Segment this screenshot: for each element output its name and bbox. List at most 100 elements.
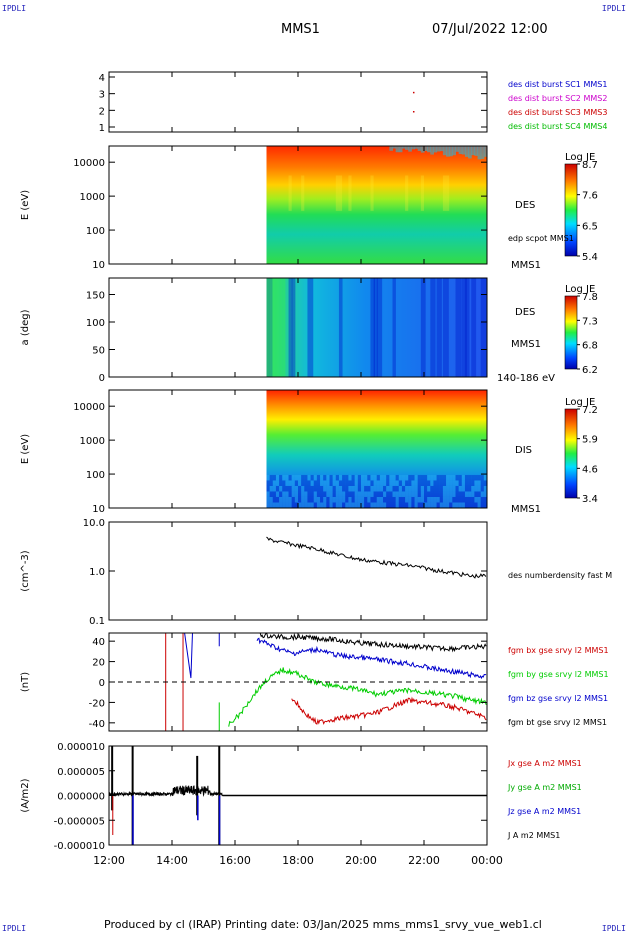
dis-energy-ylabel: E (eV): [20, 434, 31, 464]
des-pitch-colorbar-title: Log JE: [565, 284, 595, 295]
dis-energy-cell-0-5: [266, 502, 270, 508]
dis-energy-cell-62-2: [461, 485, 465, 492]
dis-energy-cell-2-1: [272, 480, 276, 486]
dis-energy-cell-4-2: [279, 485, 283, 492]
dis-energy-cell-22-1: [335, 480, 339, 486]
dis-energy-cell-25-1: [345, 480, 349, 486]
dis-energy-cell-48-1: [417, 480, 421, 486]
dis-energy-cell-52-5: [430, 502, 434, 508]
footer-credits: Produced by cl (IRAP) Printing date: 03/…: [104, 918, 542, 931]
bfield-y-label-3: 20: [92, 658, 105, 669]
dis-energy-cell-58-2: [449, 485, 453, 492]
dis-energy-cell-67-1: [477, 480, 481, 486]
dis-energy-cell-12-4: [304, 496, 308, 503]
dis-energy-cell-7-1: [288, 480, 292, 486]
dis-energy-cell-33-2: [370, 485, 374, 492]
dis-energy-cell-42-0: [398, 474, 402, 481]
dis-energy-cell-35-3: [376, 491, 380, 497]
dis-energy-cell-22-3: [335, 491, 339, 497]
dis-energy-cell-54-0: [436, 474, 440, 481]
des-pitch-streak-63: [464, 278, 470, 377]
dis-energy-cell-48-5: [417, 502, 421, 508]
dis-energy-cell-50-5: [424, 502, 428, 508]
burst-y-label-3: 4: [99, 73, 105, 84]
corner-label-top-left: IPDLI: [2, 4, 27, 13]
dis-energy-cell-23-5: [338, 502, 343, 508]
dis-energy-cell-27-2: [351, 485, 355, 492]
dis-energy-cell-13-1: [307, 480, 311, 486]
des-energy-y-label-0: 10: [92, 260, 105, 271]
dis-energy-cell-43-2: [401, 485, 406, 492]
dis-energy-cell-41-5: [395, 502, 399, 508]
dis-energy-cell-7-4: [288, 496, 292, 503]
dis-energy-cell-63-4: [464, 496, 469, 503]
dis-energy-cell-53-0: [433, 474, 437, 481]
des-pitch-streak-65: [471, 278, 477, 377]
dis-energy-cell-17-3: [320, 491, 324, 497]
dis-energy-cell-0-3: [266, 491, 270, 497]
dis-energy-cell-11-5: [301, 502, 305, 508]
dis-energy-cell-28-3: [354, 491, 358, 497]
dis-energy-cell-55-5: [439, 502, 443, 508]
dis-energy-cell-36-2: [379, 485, 384, 492]
dis-energy-cell-53-3: [433, 491, 437, 497]
des-pitch-y-label-1: 50: [92, 346, 105, 357]
dis-energy-cell-23-1: [338, 480, 343, 486]
des-energy-cell-49: [420, 146, 425, 153]
dis-energy-cell-41-1: [395, 480, 399, 486]
spacecraft-title: MMS1: [281, 22, 320, 37]
dis-energy-cell-24-1: [342, 480, 346, 486]
des-energy-colorbar-title: Log JE: [565, 152, 595, 163]
dis-energy-cell-1-0: [269, 474, 273, 481]
dis-energy-cell-56-4: [442, 496, 447, 503]
des-energy-colorbar-label-0: 8.7: [582, 160, 598, 171]
des-pitch-colorbar: [564, 295, 578, 370]
dis-energy-colorbar-title: Log JE: [565, 397, 595, 408]
dis-energy-cell-32-3: [367, 491, 371, 497]
dis-energy-cell-45-0: [408, 474, 412, 481]
dis-energy-cell-38-1: [386, 480, 390, 486]
dis-energy-cell-47-3: [414, 491, 418, 497]
dis-energy-cell-8-4: [291, 496, 295, 503]
des-pitch-streak-56: [442, 278, 449, 377]
dis-energy-cell-36-4: [379, 496, 384, 503]
dis-energy-y-label-0: 10: [92, 504, 105, 515]
dis-energy-cell-47-4: [414, 496, 418, 503]
current-legend-1: Jy gse A m2 MMS1: [507, 783, 582, 792]
dis-energy-cell-57-0: [446, 474, 450, 481]
dis-energy-cell-46-0: [411, 474, 415, 481]
dis-energy-cell-36-1: [379, 480, 384, 486]
dis-energy-cell-29-1: [357, 480, 361, 486]
dis-energy-cell-45-4: [408, 496, 412, 503]
dis-energy-cell-29-0: [357, 474, 361, 481]
dis-energy-cell-35-1: [376, 480, 380, 486]
dis-energy-cell-69-0: [483, 474, 487, 481]
burst-legend-3: des dist burst SC3 MMS3: [508, 108, 607, 117]
dis-energy-cell-33-3: [370, 491, 374, 497]
dis-energy-cell-44-3: [405, 491, 409, 497]
dis-energy-colorbar: [564, 408, 578, 499]
dis-energy-cell-59-0: [452, 474, 456, 481]
dis-energy-cell-50-3: [424, 491, 428, 497]
dis-energy-cell-58-4: [449, 496, 453, 503]
des-pitch-right-label-0: DES: [515, 307, 535, 318]
dis-energy-cell-18-0: [323, 474, 327, 481]
dis-energy-cell-31-1: [364, 480, 368, 486]
dis-energy-cell-13-0: [307, 474, 311, 481]
dis-energy-cell-67-4: [477, 496, 481, 503]
dis-energy-cell-67-3: [477, 491, 481, 497]
current-ylabel: (A/m2): [20, 778, 31, 812]
dis-energy-cell-4-0: [279, 474, 283, 481]
dis-energy-cell-11-4: [301, 496, 305, 503]
dis-energy-cell-16-4: [316, 496, 321, 503]
dis-energy-cell-48-4: [417, 496, 421, 503]
dis-energy-cell-62-1: [461, 480, 465, 486]
dis-energy-cell-59-3: [452, 491, 456, 497]
current-legend-2: Jz gse A m2 MMS1: [507, 807, 581, 816]
dis-energy-cell-2-2: [272, 485, 276, 492]
dis-energy-cell-14-3: [310, 491, 314, 497]
dis-energy-cell-8-2: [291, 485, 295, 492]
des-pitch-streak-7: [288, 278, 293, 377]
dis-energy-cell-56-1: [442, 480, 447, 486]
dis-energy-cell-6-1: [285, 480, 289, 486]
